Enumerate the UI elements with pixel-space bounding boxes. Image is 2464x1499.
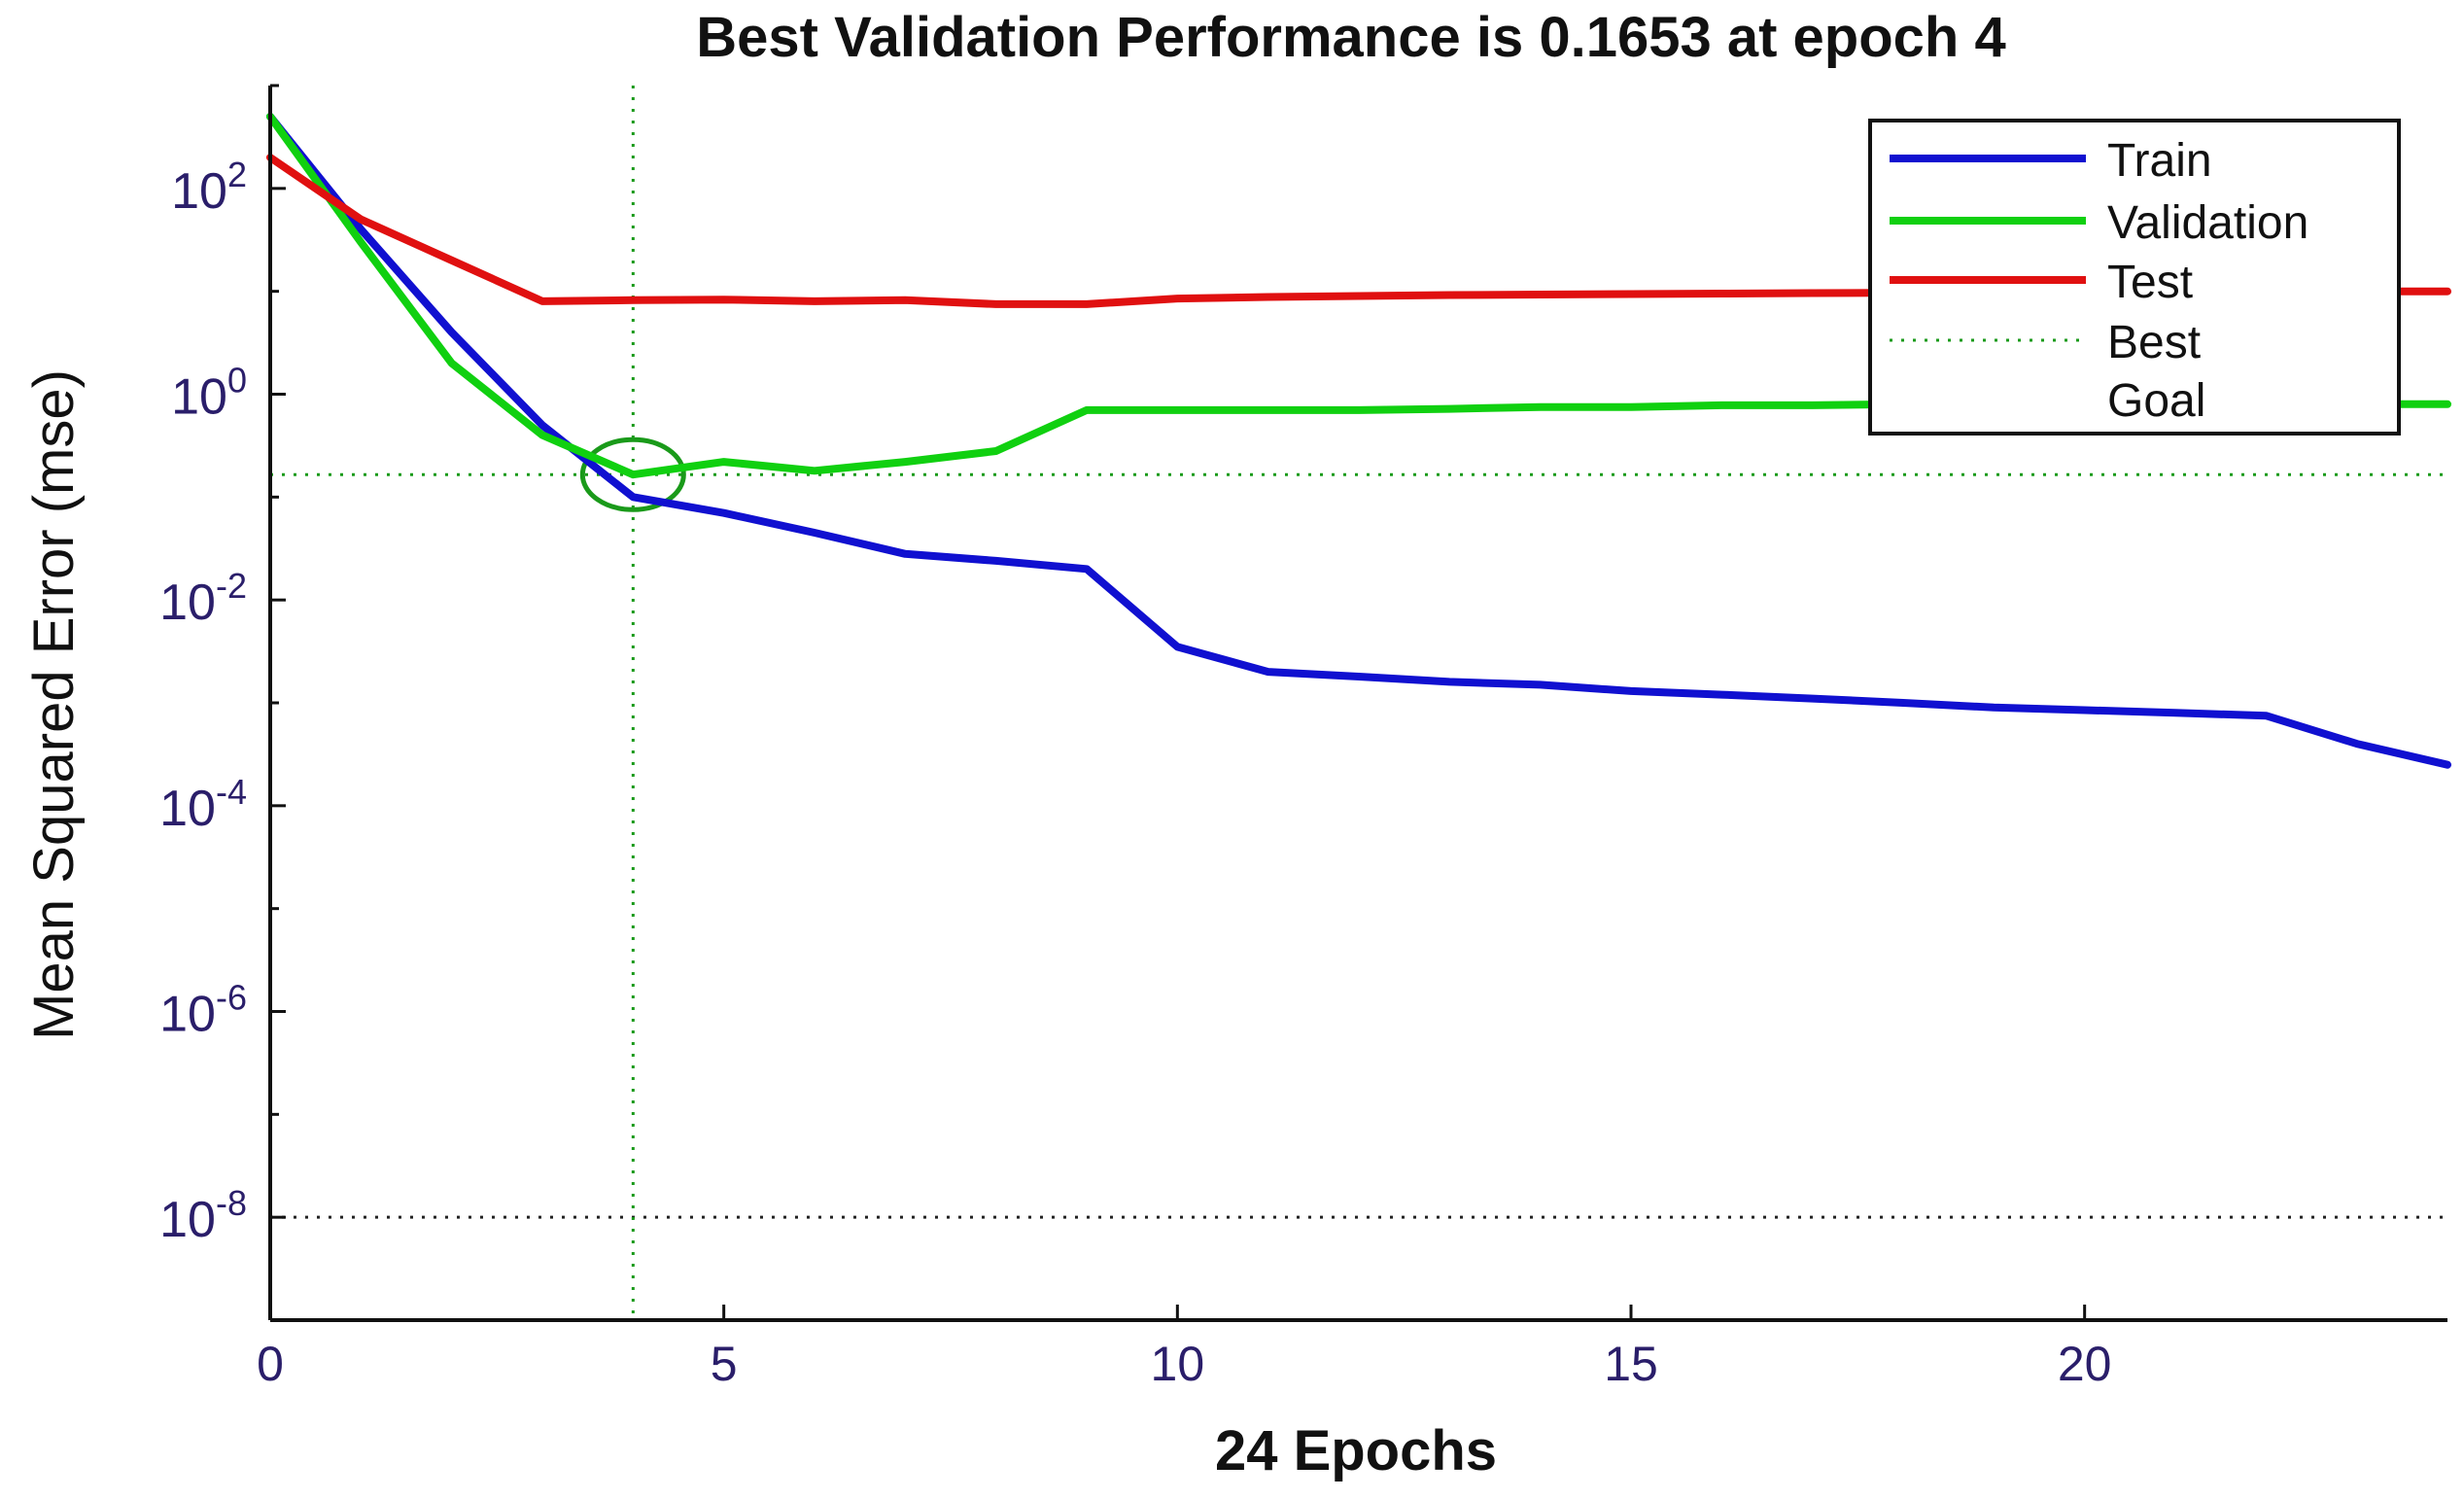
legend-label-goal: Goal (2107, 375, 2205, 427)
y-tick-label: 10-6 (159, 978, 247, 1043)
y-tick-label: 10-4 (159, 772, 247, 837)
legend-label-validation: Validation (2107, 197, 2308, 249)
x-tick-label: 5 (711, 1337, 738, 1391)
y-tick-label: 10-2 (159, 566, 247, 631)
chart-title: Best Validation Performance is 0.1653 at… (696, 6, 2005, 69)
x-axis-label: 24 Epochs (1215, 1419, 1497, 1482)
y-tick-label: 10-8 (159, 1183, 247, 1248)
legend-label-best: Best (2107, 317, 2201, 368)
legend-label-test: Test (2107, 257, 2193, 308)
best-point-marker (579, 436, 686, 512)
series-line-train (266, 112, 2451, 769)
x-tick-label: 10 (1151, 1337, 1205, 1391)
x-tick-label: 15 (1604, 1337, 1658, 1391)
legend-label-train: Train (2107, 135, 2212, 187)
y-tick-label: 102 (171, 155, 247, 220)
x-tick-label: 0 (257, 1337, 284, 1391)
y-axis-label: Mean Squared Error (mse) (22, 369, 86, 1040)
y-tick-label: 100 (171, 361, 247, 426)
x-tick-label: 20 (2058, 1337, 2112, 1391)
